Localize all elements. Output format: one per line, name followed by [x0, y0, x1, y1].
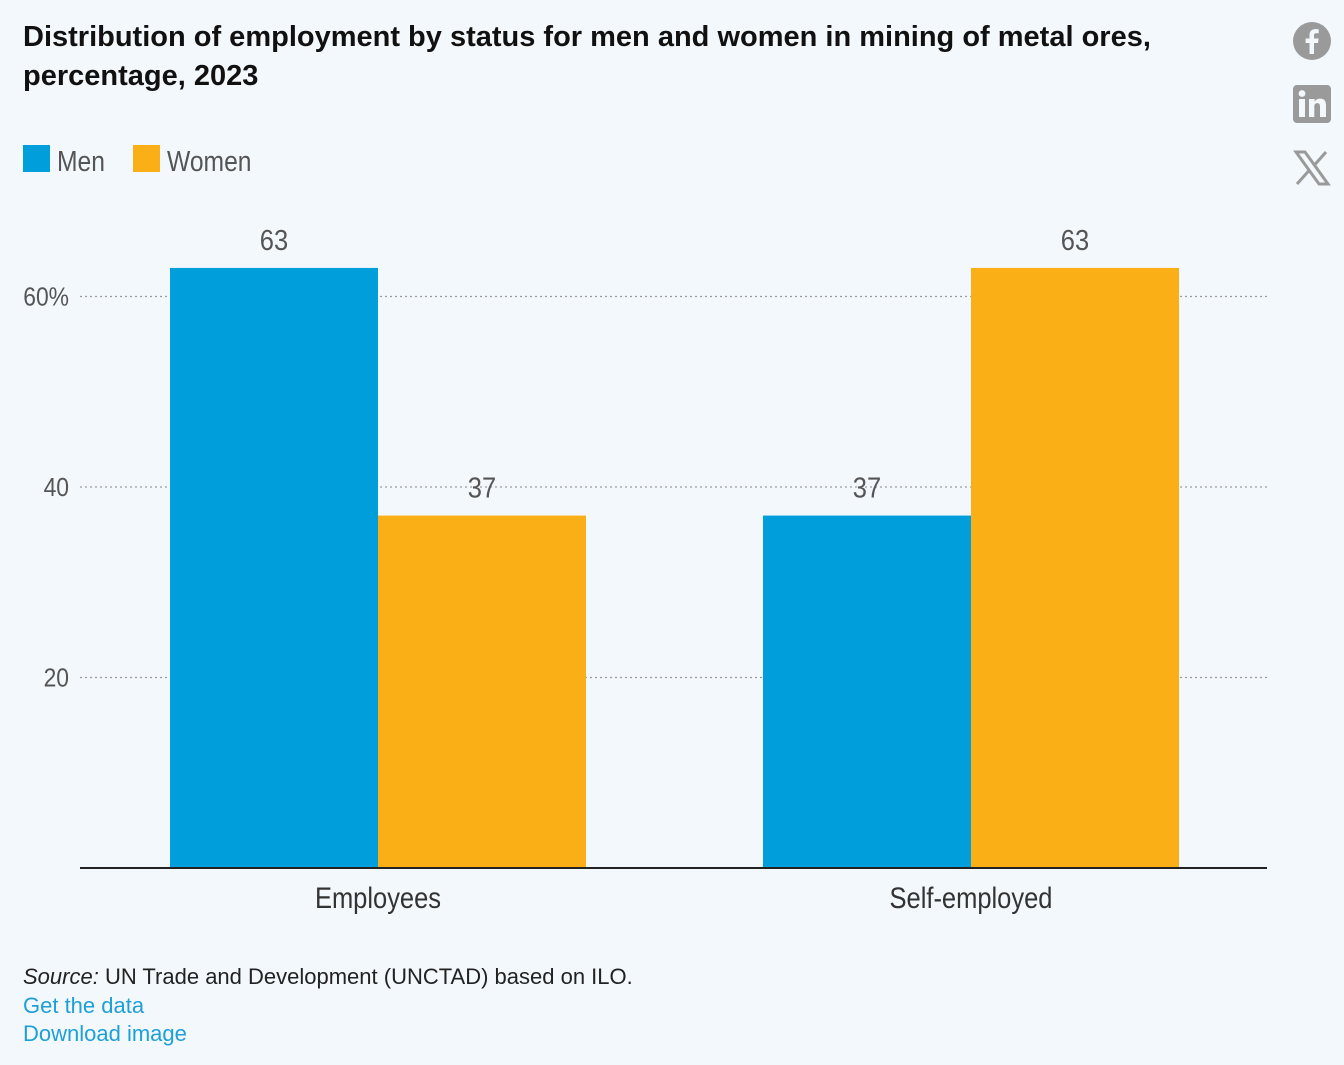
- source-note: Source: UN Trade and Development (UNCTAD…: [23, 964, 633, 990]
- bar-men-self-employed: [763, 515, 971, 868]
- legend-item-women: Women: [133, 142, 266, 182]
- x-tick-label: Employees: [315, 881, 441, 914]
- data-label: 37: [468, 471, 496, 504]
- bar-women-employees: [378, 515, 586, 868]
- legend-swatch-men: [23, 145, 50, 172]
- bar-chart: 20 40 60% 63 37 Employees 37 63 Self-employed: [23, 223, 1267, 914]
- x-icon[interactable]: [1292, 148, 1332, 188]
- data-label: 63: [1061, 223, 1089, 256]
- facebook-icon[interactable]: [1292, 21, 1332, 61]
- download-image-link[interactable]: Download image: [23, 1021, 187, 1046]
- source-text: UN Trade and Development (UNCTAD) based …: [98, 964, 633, 989]
- y-tick-label: 20: [44, 664, 69, 693]
- legend: Men Women: [23, 142, 287, 182]
- bar-women-self-employed: [971, 267, 1179, 868]
- y-tick-label: 40: [44, 474, 69, 503]
- data-label: 37: [853, 471, 881, 504]
- get-data-link[interactable]: Get the data: [23, 993, 145, 1018]
- legend-label-men: Men: [57, 146, 105, 178]
- x-tick-label: Self-employed: [890, 881, 1053, 914]
- chart-title: Distribution of employment by status for…: [23, 21, 1151, 92]
- data-label: 63: [260, 223, 288, 256]
- source-label: Source:: [23, 964, 99, 989]
- bar-men-employees: [170, 267, 378, 868]
- linkedin-icon[interactable]: [1292, 84, 1332, 124]
- legend-label-women: Women: [167, 146, 252, 178]
- legend-swatch-women: [133, 145, 161, 172]
- y-tick-label: 60%: [23, 283, 69, 312]
- legend-item-men: Men: [23, 142, 113, 182]
